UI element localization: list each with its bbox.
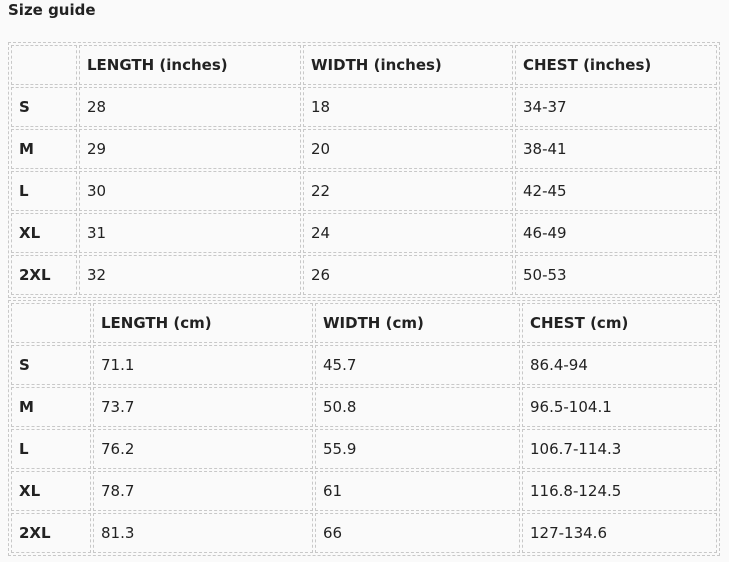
table-row: XL 31 24 46-49: [11, 213, 717, 253]
table-cell: 127-134.6: [522, 513, 717, 553]
table-cell: 66: [315, 513, 520, 553]
table-cell: 28: [79, 87, 301, 127]
table-cell: 22: [303, 171, 513, 211]
table-row: S 28 18 34-37: [11, 87, 717, 127]
table-row: 2XL 32 26 50-53: [11, 255, 717, 295]
table-cell: 71.1: [93, 345, 313, 385]
table-cell: 50.8: [315, 387, 520, 427]
table-cell: 45.7: [315, 345, 520, 385]
table-cell: 26: [303, 255, 513, 295]
table-row: S 71.1 45.7 86.4-94: [11, 345, 717, 385]
table-cell: 106.7-114.3: [522, 429, 717, 469]
column-header: [11, 303, 91, 343]
table-cell: 50-53: [515, 255, 717, 295]
size-label: S: [11, 87, 77, 127]
table-cell: 32: [79, 255, 301, 295]
column-header: WIDTH (inches): [303, 45, 513, 85]
size-label: L: [11, 171, 77, 211]
table-cell: 55.9: [315, 429, 520, 469]
table-cell: 34-37: [515, 87, 717, 127]
table-cell: 76.2: [93, 429, 313, 469]
size-label: 2XL: [11, 513, 91, 553]
table-cell: 96.5-104.1: [522, 387, 717, 427]
table-row: L 30 22 42-45: [11, 171, 717, 211]
size-label: M: [11, 387, 91, 427]
size-label: 2XL: [11, 255, 77, 295]
table-row: 2XL 81.3 66 127-134.6: [11, 513, 717, 553]
column-header: CHEST (cm): [522, 303, 717, 343]
table-cell: 29: [79, 129, 301, 169]
page-title: Size guide: [8, 1, 96, 19]
table-cell: 73.7: [93, 387, 313, 427]
table-row: XL 78.7 61 116.8-124.5: [11, 471, 717, 511]
table-cell: 81.3: [93, 513, 313, 553]
column-header: LENGTH (inches): [79, 45, 301, 85]
header-row: LENGTH (cm) WIDTH (cm) CHEST (cm): [11, 303, 717, 343]
size-label: M: [11, 129, 77, 169]
table-cell: 31: [79, 213, 301, 253]
table-cell: 38-41: [515, 129, 717, 169]
table-cell: 18: [303, 87, 513, 127]
table-cell: 61: [315, 471, 520, 511]
column-header: CHEST (inches): [515, 45, 717, 85]
size-label: S: [11, 345, 91, 385]
size-label: L: [11, 429, 91, 469]
size-table-cm: LENGTH (cm) WIDTH (cm) CHEST (cm) S 71.1 45.7…: [8, 300, 720, 556]
header-row: LENGTH (inches) WIDTH (inches) CHEST (inch…: [11, 45, 717, 85]
table-row: M 29 20 38-41: [11, 129, 717, 169]
table-row: M 73.7 50.8 96.5-104.1: [11, 387, 717, 427]
table-cell: 42-45: [515, 171, 717, 211]
size-table-inches: LENGTH (inches) WIDTH (inches) CHEST (inch…: [8, 42, 720, 298]
column-header: WIDTH (cm): [315, 303, 520, 343]
size-label: XL: [11, 213, 77, 253]
table-cell: 30: [79, 171, 301, 211]
table-cell: 78.7: [93, 471, 313, 511]
column-header: LENGTH (cm): [93, 303, 313, 343]
table-cell: 116.8-124.5: [522, 471, 717, 511]
table-cell: 46-49: [515, 213, 717, 253]
column-header: [11, 45, 77, 85]
size-label: XL: [11, 471, 91, 511]
table-row: L 76.2 55.9 106.7-114.3: [11, 429, 717, 469]
table-cell: 24: [303, 213, 513, 253]
table-cell: 86.4-94: [522, 345, 717, 385]
table-cell: 20: [303, 129, 513, 169]
